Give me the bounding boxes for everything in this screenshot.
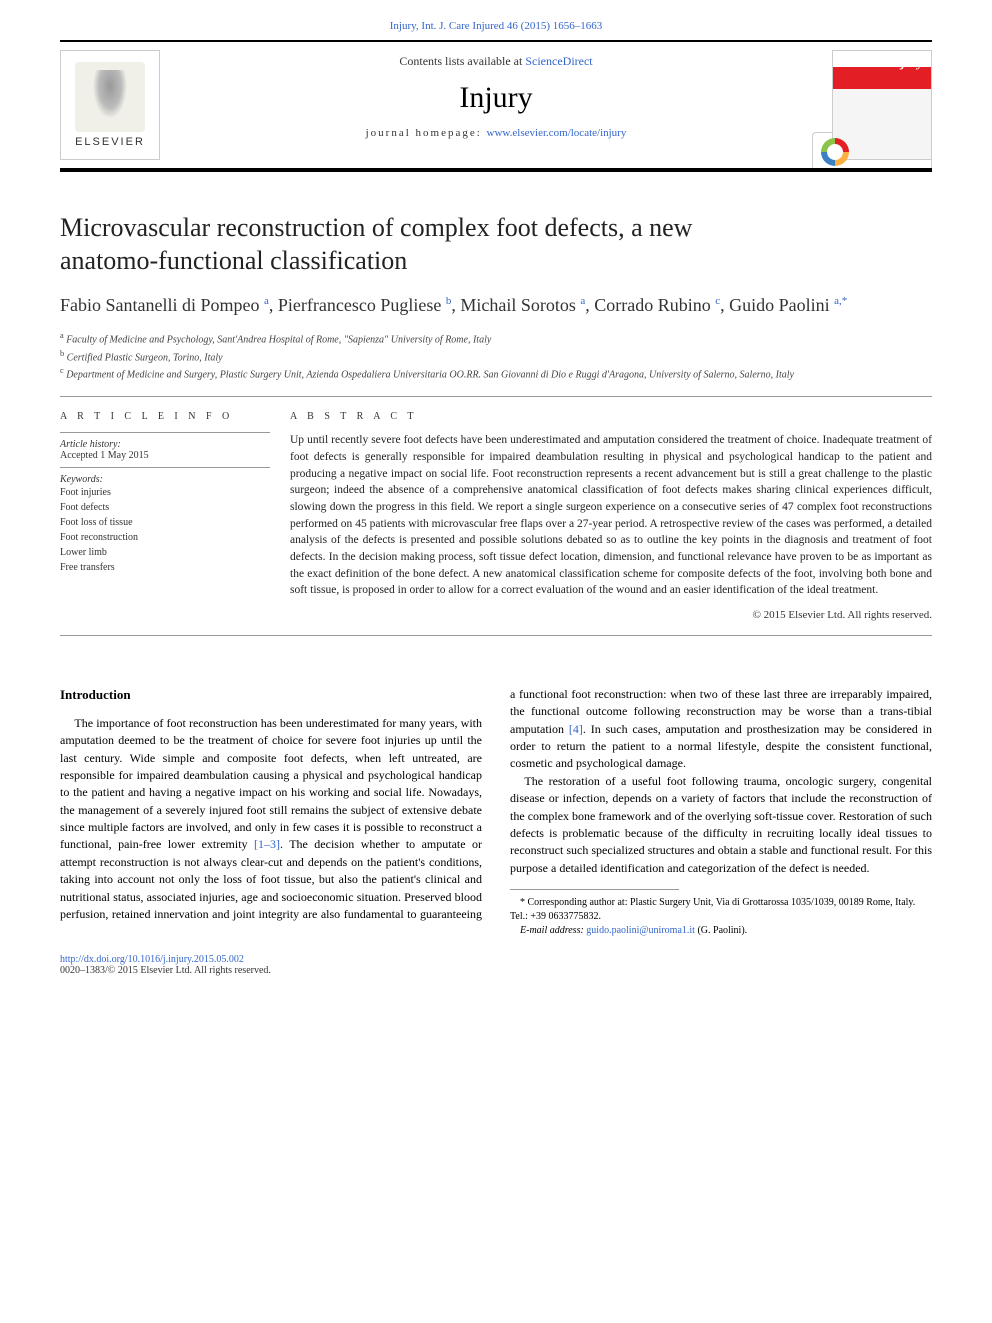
journal-cover-icon: Injury: [832, 50, 932, 160]
issn-line: 0020–1383/© 2015 Elsevier Ltd. All right…: [60, 965, 271, 976]
journal-homepage: journal homepage: www.elsevier.com/locat…: [172, 127, 820, 139]
footer-info: http://dx.doi.org/10.1016/j.injury.2015.…: [60, 954, 932, 976]
body-columns: Introduction The importance of foot reco…: [60, 686, 932, 938]
elsevier-tree-icon: [75, 62, 145, 132]
elsevier-text: ELSEVIER: [75, 136, 145, 148]
article-info-sidebar: A R T I C L E I N F O Article history: A…: [60, 411, 270, 621]
crossmark-icon: [821, 138, 849, 166]
affiliations: a Faculty of Medicine and Psychology, Sa…: [60, 330, 932, 382]
journal-name: Injury: [172, 81, 820, 115]
history-value: Accepted 1 May 2015: [60, 450, 270, 461]
ref-link[interactable]: [1–3]: [254, 837, 280, 851]
authors-line: Fabio Santanelli di Pompeo a, Pierfrance…: [60, 293, 932, 318]
keywords-list: Foot injuriesFoot defectsFoot loss of ti…: [60, 485, 270, 575]
abstract-heading: A B S T R A C T: [290, 411, 932, 422]
contents-line: Contents lists available at ScienceDirec…: [172, 54, 820, 69]
elsevier-logo: ELSEVIER: [60, 50, 160, 160]
history-label: Article history:: [60, 439, 270, 450]
doi-link[interactable]: http://dx.doi.org/10.1016/j.injury.2015.…: [60, 954, 244, 965]
email-line: E-mail address: guido.paolini@uniroma1.i…: [510, 924, 932, 938]
citation-link[interactable]: Injury, Int. J. Care Injured 46 (2015) 1…: [390, 20, 603, 32]
keywords-label: Keywords:: [60, 474, 270, 485]
ref-link[interactable]: [4]: [569, 722, 583, 736]
body-paragraph: The restoration of a useful foot followi…: [510, 773, 932, 877]
email-link[interactable]: guido.paolini@uniroma1.it: [586, 925, 695, 936]
footnote-rule: [510, 889, 679, 890]
info-heading: A R T I C L E I N F O: [60, 411, 270, 422]
homepage-link[interactable]: www.elsevier.com/locate/injury: [487, 127, 627, 139]
rule: [60, 635, 932, 636]
cover-label: Injury: [889, 55, 923, 71]
sciencedirect-link[interactable]: ScienceDirect: [525, 54, 592, 68]
article-title: Microvascular reconstruction of complex …: [60, 212, 740, 277]
abstract-block: A B S T R A C T Up until recently severe…: [290, 411, 932, 621]
abstract-text: Up until recently severe foot defects ha…: [290, 432, 932, 599]
journal-header: ELSEVIER Contents lists available at Sci…: [60, 40, 932, 172]
copyright-line: © 2015 Elsevier Ltd. All rights reserved…: [290, 609, 932, 621]
footnotes: * Corresponding author at: Plastic Surge…: [510, 896, 932, 938]
rule: [60, 396, 932, 397]
corresponding-note: * Corresponding author at: Plastic Surge…: [510, 896, 932, 924]
citation-line: Injury, Int. J. Care Injured 46 (2015) 1…: [0, 0, 992, 40]
intro-heading: Introduction: [60, 686, 482, 705]
